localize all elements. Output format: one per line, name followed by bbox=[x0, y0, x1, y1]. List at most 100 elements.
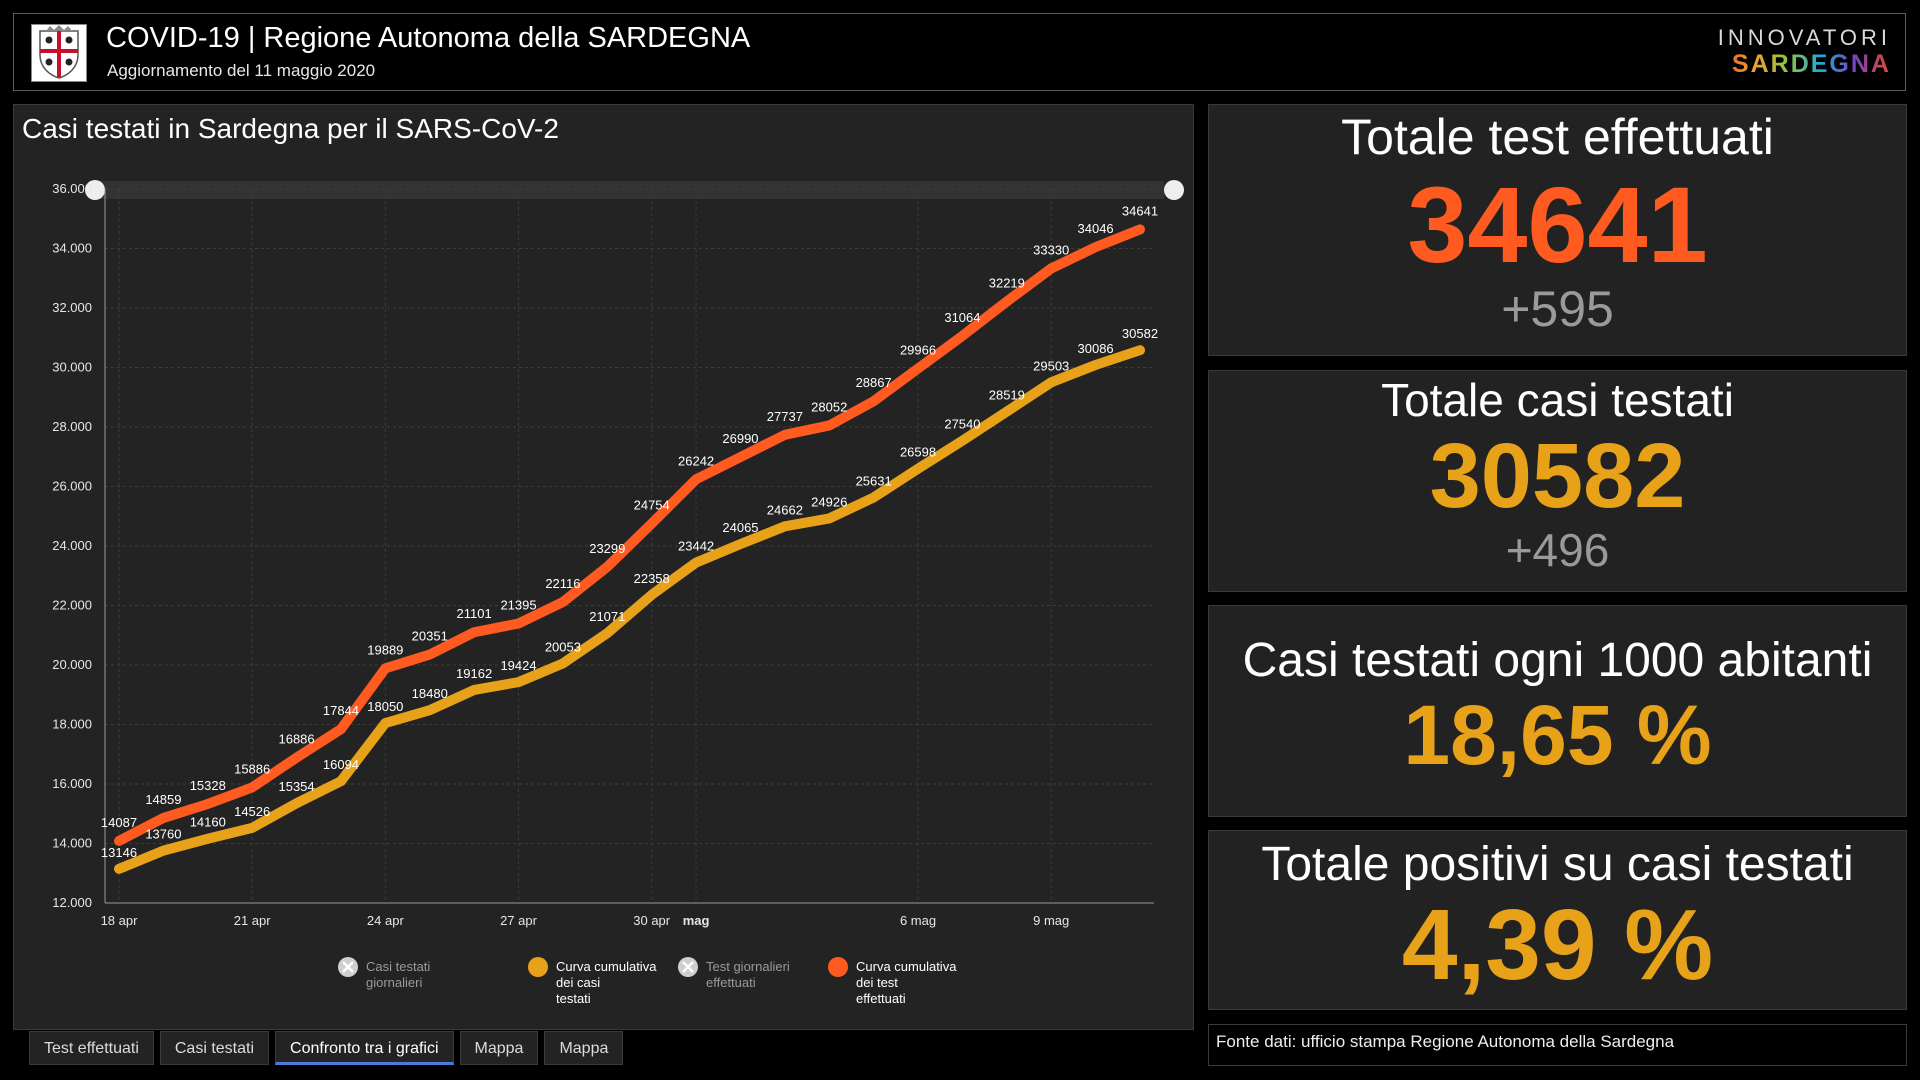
x-tick-label: mag bbox=[683, 913, 710, 928]
data-label: 24065 bbox=[722, 520, 758, 535]
total-tests-card: Totale test effettuati 34641 +595 bbox=[1208, 104, 1907, 356]
tab-test-effettuati[interactable]: Test effettuati bbox=[29, 1031, 154, 1065]
total-tests-value: 34641 bbox=[1407, 164, 1708, 285]
view-tabs: Test effettuati Casi testati Confronto t… bbox=[29, 1031, 624, 1065]
total-cases-value: 30582 bbox=[1429, 425, 1686, 527]
data-label: 13760 bbox=[145, 827, 181, 842]
x-tick-label: 18 apr bbox=[101, 913, 139, 928]
positives-value: 4,39 % bbox=[1401, 889, 1714, 1001]
legend-x-mark bbox=[682, 961, 694, 973]
chart-title: Casi testati in Sardegna per il SARS-CoV… bbox=[22, 113, 559, 144]
cases-per-1000-label: Casi testati ogni 1000 abitanti bbox=[1242, 634, 1873, 687]
data-label: 14160 bbox=[190, 815, 226, 830]
total-tests-label: Totale test effettuati bbox=[1341, 109, 1774, 165]
data-label: 26242 bbox=[678, 453, 714, 468]
y-tick-label: 12.000 bbox=[52, 895, 92, 910]
header-bar: COVID-19 | Regione Autonoma della SARDEG… bbox=[13, 13, 1906, 91]
tab-mappa-1[interactable]: Mappa bbox=[459, 1031, 539, 1065]
y-tick-label: 32.000 bbox=[52, 300, 92, 315]
data-label: 25631 bbox=[856, 473, 892, 488]
data-label: 27737 bbox=[767, 409, 803, 424]
series-line-0 bbox=[114, 224, 1145, 846]
brand-top-text: INNOVATORI bbox=[1717, 25, 1891, 50]
data-label: 21071 bbox=[589, 609, 625, 624]
tab-mappa-2[interactable]: Mappa bbox=[544, 1031, 624, 1065]
y-tick-label: 22.000 bbox=[52, 598, 92, 613]
y-tick-label: 26.000 bbox=[52, 479, 92, 494]
legend-label: Curva cumulativa dei casi testati bbox=[556, 959, 657, 1006]
total-tests-delta: +595 bbox=[1501, 281, 1614, 337]
data-label: 34641 bbox=[1122, 203, 1158, 218]
update-date: Aggiornamento del 11 maggio 2020 bbox=[107, 61, 376, 80]
data-label: 19424 bbox=[500, 658, 536, 673]
range-slider-handle-right bbox=[1164, 180, 1184, 200]
y-tick-label: 30.000 bbox=[52, 360, 92, 375]
data-label: 21101 bbox=[457, 606, 492, 621]
x-tick-label: 6 mag bbox=[900, 913, 936, 928]
data-label: 34046 bbox=[1078, 221, 1114, 236]
data-source: Fonte dati: ufficio stampa Regione Auton… bbox=[1208, 1024, 1907, 1066]
y-tick-label: 34.000 bbox=[52, 241, 92, 256]
chart-panel: Casi testati in Sardegna per il SARS-CoV… bbox=[13, 104, 1194, 1030]
data-label: 29503 bbox=[1033, 358, 1069, 373]
legend-swatch bbox=[828, 957, 848, 977]
y-tick-label: 14.000 bbox=[52, 836, 92, 851]
data-label: 26598 bbox=[900, 445, 936, 460]
cases-per-1000-card: Casi testati ogni 1000 abitanti 18,65 % bbox=[1208, 605, 1907, 817]
range-slider-track bbox=[95, 181, 1164, 199]
total-cases-card: Totale casi testati 30582 +496 bbox=[1208, 370, 1907, 592]
data-label: 27540 bbox=[944, 417, 980, 432]
data-label: 24754 bbox=[634, 498, 670, 513]
data-label: 18480 bbox=[412, 686, 448, 701]
data-label: 22358 bbox=[634, 571, 670, 586]
data-label: 22116 bbox=[545, 576, 580, 591]
series-line-1 bbox=[114, 345, 1145, 874]
data-label: 24926 bbox=[811, 494, 847, 509]
tab-confronto[interactable]: Confronto tra i grafici bbox=[275, 1031, 454, 1065]
legend-label: Casi testati giornalieri bbox=[366, 959, 430, 990]
data-label: 19889 bbox=[367, 642, 403, 657]
data-label: 20053 bbox=[545, 639, 581, 654]
cases-per-1000-value: 18,65 % bbox=[1403, 688, 1712, 782]
data-label: 30086 bbox=[1078, 341, 1114, 356]
y-tick-label: 16.000 bbox=[52, 776, 92, 791]
data-label: 14526 bbox=[234, 804, 270, 819]
data-label: 23442 bbox=[678, 539, 714, 554]
data-label: 28867 bbox=[856, 375, 892, 390]
app-title: COVID-19 | Regione Autonoma della SARDEG… bbox=[106, 22, 751, 54]
legend-label: Curva cumulativa dei test effettuati bbox=[856, 959, 957, 1006]
data-label: 29966 bbox=[900, 343, 936, 358]
legend-x-mark bbox=[342, 961, 354, 973]
data-label: 24662 bbox=[767, 502, 803, 517]
range-slider-handle-left bbox=[85, 180, 105, 200]
data-label: 26990 bbox=[722, 431, 758, 446]
data-label: 15886 bbox=[234, 761, 270, 776]
data-label: 19162 bbox=[456, 666, 492, 681]
brand-bottom-text: SARDEGNA bbox=[1718, 50, 1891, 78]
y-tick-label: 28.000 bbox=[52, 419, 92, 434]
y-tick-label: 24.000 bbox=[52, 538, 92, 553]
data-label: 31064 bbox=[944, 310, 980, 325]
positives-card: Totale positivi su casi testati 4,39 % bbox=[1208, 830, 1907, 1010]
data-label: 30582 bbox=[1122, 326, 1158, 341]
innovatori-sardegna-logo: INNOVATORI SARDEGNA bbox=[1717, 25, 1891, 79]
total-cases-delta: +496 bbox=[1505, 524, 1610, 576]
data-label: 17844 bbox=[323, 703, 359, 718]
data-label: 23299 bbox=[589, 541, 625, 556]
tab-casi-testati[interactable]: Casi testati bbox=[159, 1031, 270, 1065]
data-label: 28519 bbox=[989, 388, 1025, 403]
data-label: 20351 bbox=[412, 629, 448, 644]
positives-label: Totale positivi su casi testati bbox=[1261, 838, 1854, 891]
x-tick-label: 30 apr bbox=[633, 913, 671, 928]
x-tick-label: 24 apr bbox=[367, 913, 405, 928]
data-label: 32219 bbox=[989, 275, 1025, 290]
data-label: 18050 bbox=[367, 699, 403, 714]
sardinia-coat-of-arms-logo bbox=[31, 24, 87, 82]
x-tick-label: 27 apr bbox=[500, 913, 538, 928]
data-label: 15354 bbox=[278, 779, 314, 794]
x-tick-label: 9 mag bbox=[1033, 913, 1069, 928]
data-label: 16094 bbox=[323, 757, 359, 772]
y-tick-label: 18.000 bbox=[52, 717, 92, 732]
line-chart: 12.000 14.000 16.000 18.000 20.000 22.000 24.0… bbox=[52, 180, 1184, 1006]
x-tick-label: 21 apr bbox=[234, 913, 272, 928]
